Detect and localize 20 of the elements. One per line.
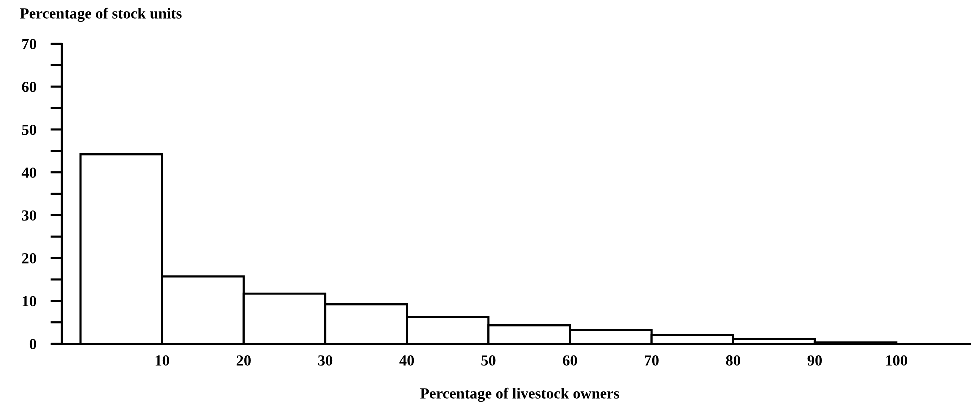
x-tick-label: 80 bbox=[726, 356, 740, 366]
y-axis-title: Percentage of stock units bbox=[20, 8, 182, 22]
y-tick-label: 50 bbox=[22, 124, 36, 136]
y-tick-label: 60 bbox=[22, 82, 36, 92]
y-tick-label: 40 bbox=[22, 168, 36, 178]
x-tick-label: 10 bbox=[156, 356, 170, 366]
x-tick-label: 90 bbox=[808, 356, 822, 366]
y-tick-label: 20 bbox=[22, 253, 36, 264]
y-tick-label: 0 bbox=[30, 339, 36, 350]
x-tick-label: 70 bbox=[645, 356, 659, 366]
x-tick-label: 50 bbox=[482, 356, 496, 366]
y-tick-label: 70 bbox=[22, 39, 36, 50]
x-axis-title: Percentage of livestock owners bbox=[420, 388, 620, 402]
x-tick-label: 40 bbox=[400, 356, 414, 366]
y-tick-label: 10 bbox=[22, 296, 36, 307]
x-tick-label: 20 bbox=[236, 356, 251, 366]
x-tick-label: 30 bbox=[318, 356, 333, 366]
x-tick-label: 60 bbox=[563, 356, 578, 366]
x-tick-label: 100 bbox=[886, 356, 908, 366]
y-tick-label: 30 bbox=[22, 210, 36, 221]
